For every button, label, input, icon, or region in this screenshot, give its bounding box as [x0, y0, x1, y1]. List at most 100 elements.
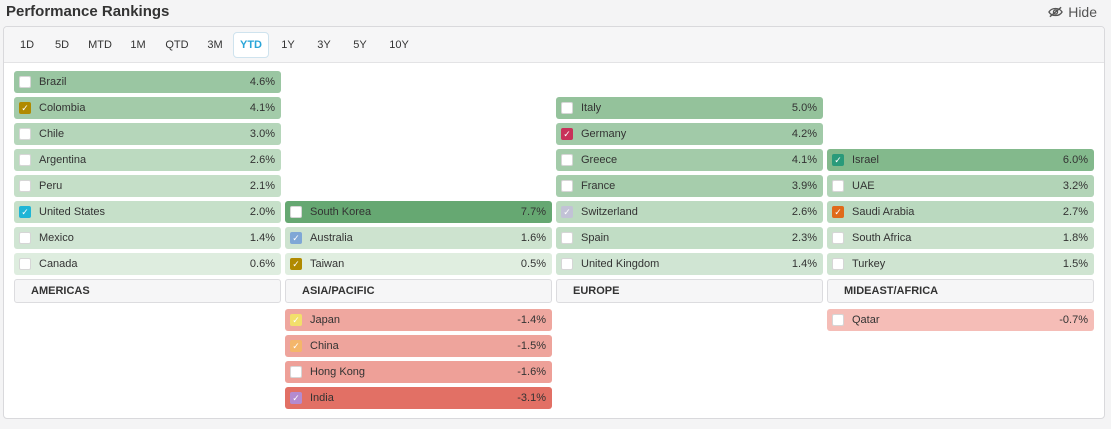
country-row-qatar[interactable]: Qatar -0.7%	[827, 309, 1094, 331]
country-row-uae[interactable]: UAE 3.2%	[827, 175, 1094, 197]
checkbox[interactable]: ✓	[561, 128, 573, 140]
check-icon: ✓	[834, 206, 842, 217]
country-row-canada[interactable]: Canada 0.6%	[14, 253, 281, 275]
checkbox[interactable]: ✓	[290, 258, 302, 270]
country-row-australia[interactable]: ✓ Australia 1.6%	[285, 227, 552, 249]
country-value: 3.2%	[1062, 180, 1088, 192]
checkbox[interactable]: ✓	[290, 392, 302, 404]
country-row-saudi-arabia[interactable]: ✓ Saudi Arabia 2.7%	[827, 201, 1094, 223]
country-value: -1.5%	[517, 340, 546, 352]
checkbox[interactable]: ✓	[290, 340, 302, 352]
checkbox[interactable]: ✓	[290, 232, 302, 244]
checkbox[interactable]: ✓	[832, 206, 844, 218]
country-value: 4.1%	[791, 154, 817, 166]
tab-3m[interactable]: 3M	[207, 39, 223, 51]
country-name: United Kingdom	[581, 258, 660, 270]
country-row-japan[interactable]: ✓ Japan -1.4%	[285, 309, 552, 331]
tab-mtd[interactable]: MTD	[88, 39, 112, 51]
checkbox[interactable]	[561, 154, 573, 166]
country-row-mexico[interactable]: Mexico 1.4%	[14, 227, 281, 249]
country-row-france[interactable]: France 3.9%	[556, 175, 823, 197]
country-name: India	[310, 392, 334, 404]
country-row-spain[interactable]: Spain 2.3%	[556, 227, 823, 249]
tab-5d[interactable]: 5D	[54, 39, 70, 51]
country-row-switzerland[interactable]: ✓ Switzerland 2.6%	[556, 201, 823, 223]
country-name: Spain	[581, 232, 610, 244]
checkbox[interactable]	[19, 258, 31, 270]
country-row-south-africa[interactable]: South Africa 1.8%	[827, 227, 1094, 249]
checkbox[interactable]	[19, 154, 31, 166]
checkbox[interactable]	[19, 76, 31, 88]
checkbox[interactable]: ✓	[561, 206, 573, 218]
checkbox[interactable]	[832, 232, 844, 244]
country-row-china[interactable]: ✓ China -1.5%	[285, 335, 552, 357]
checkbox[interactable]: ✓	[832, 154, 844, 166]
country-row-chile[interactable]: Chile 3.0%	[14, 123, 281, 145]
checkbox[interactable]	[561, 258, 573, 270]
rankings-panel: 1D 5D MTD 1M QTD 3M YTD 1Y 3Y 5Y 10Y Brazil 4.6% ✓ Co…	[3, 26, 1105, 419]
check-icon: ✓	[21, 206, 29, 217]
checkbox[interactable]	[561, 180, 573, 192]
country-name: Australia	[310, 232, 353, 244]
country-name: Brazil	[39, 76, 67, 88]
country-name: China	[310, 340, 339, 352]
check-icon: ✓	[563, 206, 571, 217]
tab-1m[interactable]: 1M	[130, 39, 146, 51]
country-name: Canada	[39, 258, 78, 270]
country-name: Israel	[852, 154, 879, 166]
checkbox[interactable]	[290, 366, 302, 378]
region-label: MIDEAST/AFRICA	[827, 279, 1094, 303]
country-value: 1.5%	[1062, 258, 1088, 270]
checkbox[interactable]	[561, 102, 573, 114]
country-row-south-korea[interactable]: South Korea 7.7%	[285, 201, 552, 223]
country-row-united-states[interactable]: ✓ United States 2.0%	[14, 201, 281, 223]
check-icon: ✓	[292, 258, 300, 269]
tab-3y[interactable]: 3Y	[317, 39, 331, 51]
checkbox[interactable]: ✓	[290, 314, 302, 326]
tab-1y[interactable]: 1Y	[281, 39, 295, 51]
checkbox[interactable]	[290, 206, 302, 218]
country-value: 4.2%	[791, 128, 817, 140]
checkbox[interactable]	[832, 314, 844, 326]
checkbox[interactable]	[561, 232, 573, 244]
tab-1d[interactable]: 1D	[19, 39, 35, 51]
country-row-hong-kong[interactable]: Hong Kong -1.6%	[285, 361, 552, 383]
country-row-greece[interactable]: Greece 4.1%	[556, 149, 823, 171]
country-value: -3.1%	[517, 392, 546, 404]
check-icon: ✓	[834, 154, 842, 165]
country-name: Peru	[39, 180, 63, 192]
country-name: Colombia	[39, 102, 86, 114]
tab-10y[interactable]: 10Y	[389, 39, 409, 51]
country-row-germany[interactable]: ✓ Germany 4.2%	[556, 123, 823, 145]
tab-ytd[interactable]: YTD	[233, 32, 269, 58]
country-row-argentina[interactable]: Argentina 2.6%	[14, 149, 281, 171]
country-row-israel[interactable]: ✓ Israel 6.0%	[827, 149, 1094, 171]
country-row-united-kingdom[interactable]: United Kingdom 1.4%	[556, 253, 823, 275]
country-row-italy[interactable]: Italy 5.0%	[556, 97, 823, 119]
tab-qtd[interactable]: QTD	[165, 39, 189, 51]
checkbox[interactable]	[19, 232, 31, 244]
page-title: Performance Rankings	[6, 3, 170, 20]
country-value: 0.5%	[520, 258, 546, 270]
checkbox[interactable]	[19, 128, 31, 140]
country-row-india[interactable]: ✓ India -3.1%	[285, 387, 552, 409]
country-row-turkey[interactable]: Turkey 1.5%	[827, 253, 1094, 275]
country-row-peru[interactable]: Peru 2.1%	[14, 175, 281, 197]
checkbox[interactable]: ✓	[19, 206, 31, 218]
country-value: 5.0%	[791, 102, 817, 114]
checkbox[interactable]	[832, 258, 844, 270]
country-name: Chile	[39, 128, 65, 140]
checkbox[interactable]	[832, 180, 844, 192]
country-value: 1.6%	[520, 232, 546, 244]
checkbox[interactable]	[19, 180, 31, 192]
country-row-brazil[interactable]: Brazil 4.6%	[14, 71, 281, 93]
tab-5y[interactable]: 5Y	[353, 39, 367, 51]
hide-button[interactable]: Hide	[1048, 4, 1097, 20]
country-name: Greece	[581, 154, 618, 166]
country-row-taiwan[interactable]: ✓ Taiwan 0.5%	[285, 253, 552, 275]
country-row-colombia[interactable]: ✓ Colombia 4.1%	[14, 97, 281, 119]
country-name: Argentina	[39, 154, 87, 166]
checkbox[interactable]: ✓	[19, 102, 31, 114]
country-value: 4.6%	[249, 76, 275, 88]
country-name: Turkey	[852, 258, 886, 270]
